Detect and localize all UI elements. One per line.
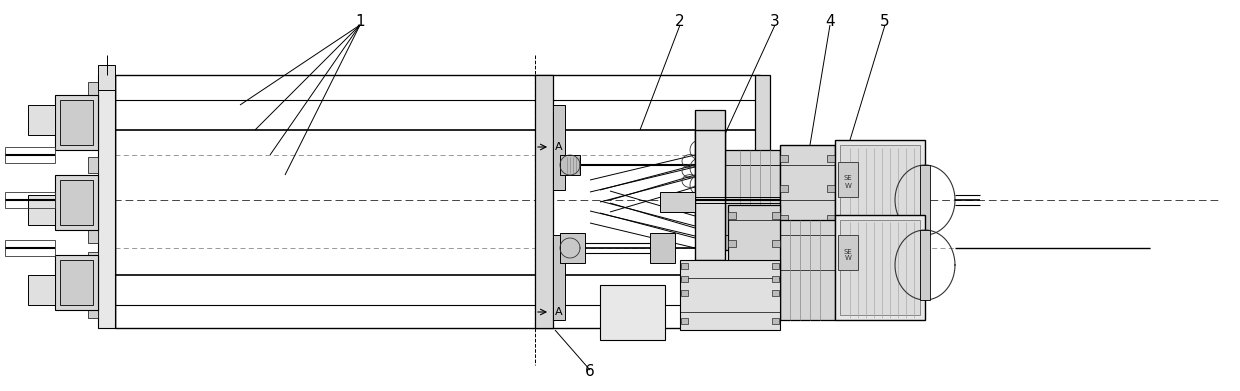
Bar bbox=[60, 100, 93, 145]
Bar bbox=[827, 245, 835, 252]
Bar bbox=[560, 233, 585, 263]
Bar bbox=[780, 145, 835, 255]
Bar bbox=[681, 263, 688, 269]
Bar bbox=[88, 227, 98, 243]
Bar bbox=[773, 212, 780, 219]
Bar bbox=[88, 192, 98, 208]
Bar bbox=[88, 157, 98, 173]
Text: 1: 1 bbox=[355, 14, 365, 29]
Bar bbox=[780, 185, 787, 192]
Bar bbox=[694, 110, 725, 225]
Bar bbox=[780, 220, 835, 320]
Bar bbox=[827, 155, 835, 162]
Bar bbox=[920, 230, 930, 300]
Bar bbox=[60, 180, 93, 225]
Bar bbox=[839, 220, 920, 315]
Bar bbox=[98, 65, 115, 90]
Bar bbox=[773, 276, 779, 282]
Bar bbox=[88, 107, 98, 123]
Bar bbox=[827, 215, 835, 222]
Bar bbox=[88, 132, 98, 148]
Bar bbox=[560, 155, 580, 175]
Bar bbox=[5, 240, 55, 256]
Text: A: A bbox=[556, 307, 563, 317]
Text: 4: 4 bbox=[825, 14, 835, 29]
Bar bbox=[60, 260, 93, 305]
Text: 3: 3 bbox=[770, 14, 780, 29]
Bar bbox=[660, 192, 694, 212]
Bar bbox=[600, 285, 665, 340]
Bar bbox=[773, 263, 779, 269]
Bar bbox=[681, 290, 688, 296]
Bar bbox=[725, 150, 780, 250]
Bar bbox=[694, 130, 725, 260]
Bar bbox=[29, 105, 55, 135]
Text: A: A bbox=[556, 142, 563, 152]
Bar bbox=[55, 175, 98, 230]
Bar bbox=[98, 75, 115, 328]
Bar bbox=[838, 162, 858, 197]
Text: 5: 5 bbox=[880, 14, 890, 29]
Bar bbox=[755, 75, 770, 328]
Bar bbox=[681, 318, 688, 324]
Bar bbox=[553, 105, 565, 190]
Bar bbox=[681, 276, 688, 282]
Bar bbox=[838, 235, 858, 270]
Bar bbox=[650, 233, 675, 263]
Text: 6: 6 bbox=[585, 364, 595, 380]
Bar bbox=[29, 195, 55, 225]
Text: SE
W: SE W bbox=[843, 249, 852, 262]
Text: 2: 2 bbox=[676, 14, 684, 29]
Bar bbox=[780, 155, 787, 162]
Bar bbox=[55, 255, 98, 310]
Bar bbox=[773, 240, 780, 247]
Bar bbox=[680, 260, 780, 330]
Bar bbox=[728, 240, 737, 247]
Bar bbox=[827, 185, 835, 192]
Bar bbox=[728, 268, 737, 275]
Bar bbox=[773, 268, 780, 275]
Bar bbox=[835, 215, 925, 320]
Bar bbox=[780, 245, 787, 252]
Bar bbox=[920, 165, 930, 235]
Bar bbox=[773, 290, 779, 296]
Bar bbox=[553, 235, 565, 320]
Bar bbox=[55, 95, 98, 150]
Bar bbox=[5, 192, 55, 208]
Bar bbox=[728, 205, 780, 320]
Bar bbox=[835, 140, 925, 260]
Bar bbox=[534, 75, 553, 328]
Bar bbox=[780, 215, 787, 222]
Bar bbox=[88, 302, 98, 318]
Bar bbox=[839, 145, 920, 255]
Bar bbox=[88, 277, 98, 293]
Bar bbox=[88, 252, 98, 268]
Bar bbox=[773, 318, 779, 324]
Bar bbox=[5, 147, 55, 163]
Bar bbox=[29, 275, 55, 305]
Bar bbox=[728, 212, 737, 219]
Text: SE
W: SE W bbox=[843, 176, 852, 188]
Bar bbox=[88, 82, 98, 98]
